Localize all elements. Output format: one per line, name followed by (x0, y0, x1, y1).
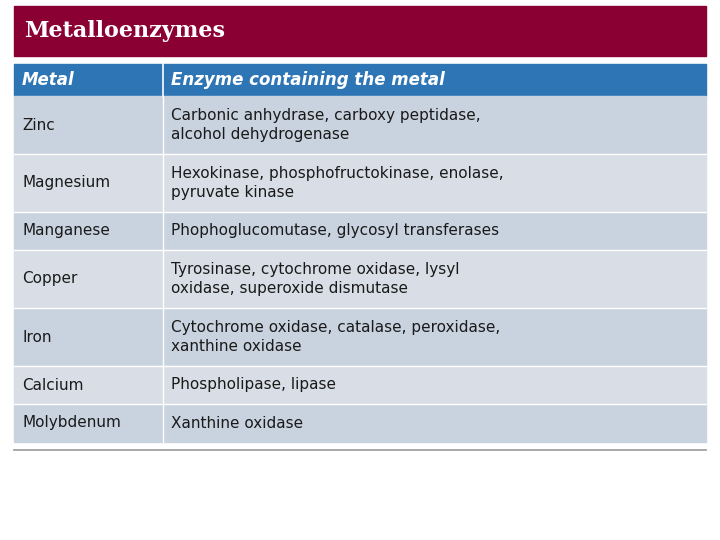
Text: Molybdenum: Molybdenum (22, 415, 121, 430)
Text: Magnesium: Magnesium (22, 176, 110, 191)
Text: Metal: Metal (22, 71, 75, 89)
Text: Enzyme containing the metal: Enzyme containing the metal (171, 71, 445, 89)
Text: Calcium: Calcium (22, 377, 84, 393)
Text: Phophoglucomutase, glycosyl transferases: Phophoglucomutase, glycosyl transferases (171, 224, 499, 239)
Bar (14, 212, 706, 250)
Text: Zinc: Zinc (22, 118, 55, 132)
Text: Metalloenzymes: Metalloenzymes (24, 20, 225, 42)
Bar (14, 154, 706, 212)
Text: Cytochrome oxidase, catalase, peroxidase,
xanthine oxidase: Cytochrome oxidase, catalase, peroxidase… (171, 320, 500, 354)
Text: Copper: Copper (22, 272, 77, 287)
Text: Manganese: Manganese (22, 224, 110, 239)
Text: Phospholipase, lipase: Phospholipase, lipase (171, 377, 336, 393)
Bar (14, 366, 706, 404)
Bar (14, 96, 706, 154)
Bar (14, 64, 706, 96)
Bar (14, 404, 706, 442)
Text: Carbonic anhydrase, carboxy peptidase,
alcohol dehydrogenase: Carbonic anhydrase, carboxy peptidase, a… (171, 108, 480, 142)
Text: Xanthine oxidase: Xanthine oxidase (171, 415, 303, 430)
Text: Hexokinase, phosphofructokinase, enolase,
pyruvate kinase: Hexokinase, phosphofructokinase, enolase… (171, 166, 503, 200)
Bar (14, 6, 706, 56)
Bar (14, 308, 706, 366)
Bar (14, 250, 706, 308)
Text: Iron: Iron (22, 329, 52, 345)
Text: Tyrosinase, cytochrome oxidase, lysyl
oxidase, superoxide dismutase: Tyrosinase, cytochrome oxidase, lysyl ox… (171, 262, 459, 296)
